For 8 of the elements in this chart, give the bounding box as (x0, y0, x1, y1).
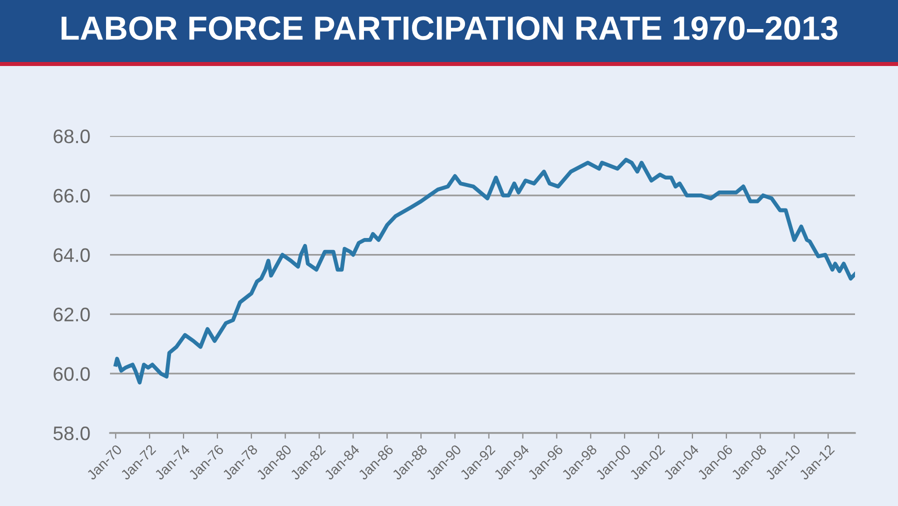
y-tick-label: 58.0 (53, 426, 90, 440)
y-tick-label: 68.0 (54, 129, 90, 144)
line-series (114, 158, 855, 384)
y-tick-label: 66.0 (54, 188, 90, 203)
y-tick-label: 60.0 (54, 367, 90, 381)
chart-title: LABOR FORCE PARTICIPATION RATE 1970–2013 (62, 16, 838, 40)
y-tick-label: 62.0 (54, 308, 90, 322)
y-tick-label: 64.0 (54, 248, 90, 262)
